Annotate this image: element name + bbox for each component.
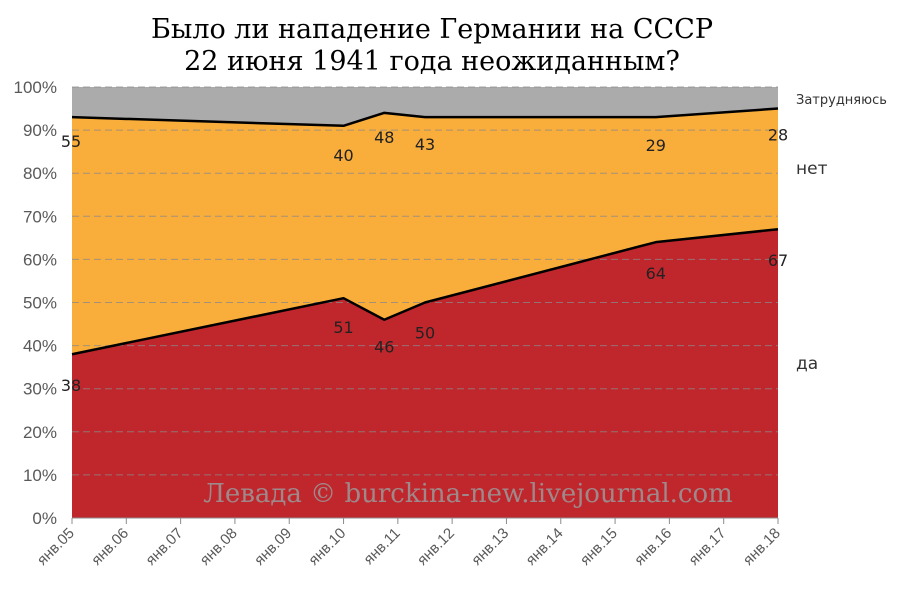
data-label-da: 38 <box>61 376 81 395</box>
data-label-da: 50 <box>415 324 435 343</box>
y-tick-label: 70% <box>23 207 57 226</box>
chart-title-line-1: Было ли нападение Германии на СССР <box>151 14 713 45</box>
watermark: Левада © burckina-new.livejournal.com <box>203 479 733 509</box>
y-tick-label: 20% <box>23 423 57 442</box>
area-net <box>72 108 778 355</box>
legend-zatrudnyayus: Затрудняюсь <box>796 93 887 108</box>
area-da <box>72 229 778 519</box>
x-tick-label: янв.07 <box>142 525 186 569</box>
x-tick-label: янв.12 <box>414 525 458 569</box>
data-label-net: 29 <box>646 136 666 155</box>
y-tick-label: 80% <box>23 164 57 183</box>
x-tick-label: янв.16 <box>631 525 675 569</box>
y-tick-label: 60% <box>23 250 57 269</box>
chart-title-line-2: 22 июня 1941 года неожиданным? <box>184 46 680 77</box>
y-tick-label: 40% <box>23 337 57 356</box>
data-label-da: 51 <box>333 318 353 337</box>
y-axis-ticks: 0% 10% 20% 30% 40% 50% 60% 70% 80% 90% 100% <box>14 78 57 528</box>
plot-areas <box>72 87 778 519</box>
x-tick-label: янв.15 <box>577 525 621 569</box>
x-tick-label: янв.11 <box>360 525 403 568</box>
data-label-net: 43 <box>415 135 435 154</box>
legend: да нет Затрудняюсь <box>796 93 887 374</box>
legend-da: да <box>796 354 818 374</box>
data-label-net: 55 <box>61 132 81 151</box>
boundary-lines <box>71 107 779 356</box>
x-tick-label: янв.17 <box>686 525 730 569</box>
x-tick-label: янв.18 <box>740 525 784 569</box>
line-da-boundary <box>71 227 779 356</box>
data-labels: 38 55 51 40 46 48 50 43 64 29 67 28 <box>61 126 788 396</box>
data-label-da: 46 <box>374 338 394 357</box>
y-tick-label: 0% <box>32 509 57 528</box>
data-label-net: 40 <box>333 146 353 165</box>
data-label-net: 48 <box>374 128 394 147</box>
line-net-boundary <box>71 107 779 128</box>
data-label-net: 28 <box>768 126 788 145</box>
gridlines <box>72 86 778 476</box>
x-tick-label: янв.05 <box>34 525 78 569</box>
x-tick-label: янв.09 <box>251 525 295 569</box>
y-tick-label: 90% <box>23 121 57 140</box>
y-tick-label: 50% <box>23 294 57 313</box>
legend-net: нет <box>796 159 828 179</box>
x-tick-label: янв.13 <box>468 525 512 569</box>
x-tick-label: янв.06 <box>88 525 132 569</box>
y-tick-label: 10% <box>23 466 57 485</box>
data-label-da: 64 <box>646 264 666 283</box>
x-axis: янв.05 янв.06 янв.07 янв.08 янв.09 янв.10 янв.… <box>34 517 784 569</box>
y-tick-label: 30% <box>23 380 57 399</box>
x-tick-label: янв.10 <box>305 525 349 569</box>
y-tick-label: 100% <box>14 78 57 97</box>
x-tick-label: янв.14 <box>523 525 567 569</box>
x-tick-label: янв.08 <box>197 525 241 569</box>
data-label-da: 67 <box>768 251 788 270</box>
